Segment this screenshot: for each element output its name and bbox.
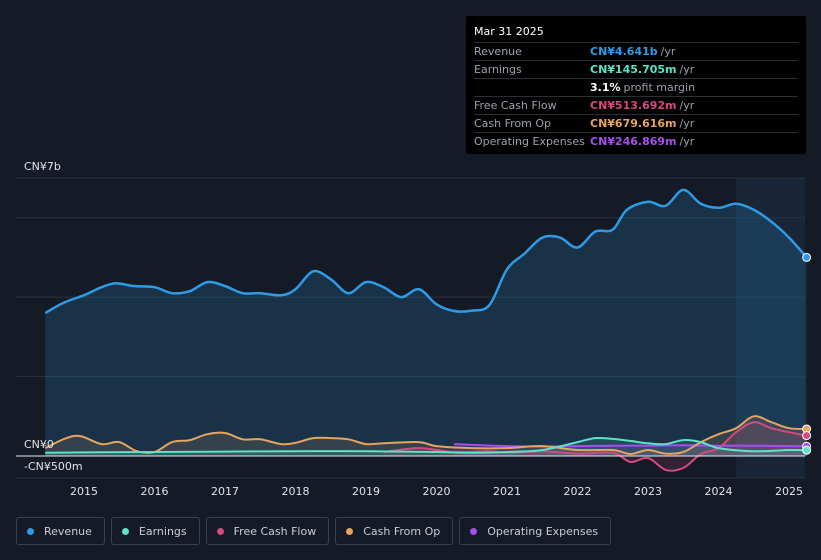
x-tick-label: 2015 bbox=[70, 485, 98, 498]
y-axis-zero-label: CN¥0 bbox=[24, 438, 54, 451]
legend-label: Cash From Op bbox=[363, 524, 441, 538]
x-axis-ticks: 2015 2016 2017 2018 2019 2020 2021 2022 2023 2024… bbox=[70, 485, 803, 498]
tooltip-row-value: 3.1% bbox=[590, 81, 621, 94]
revenue-line bbox=[44, 188, 808, 315]
tooltip-row-unit: profit margin bbox=[623, 81, 696, 94]
legend-item-earnings[interactable]: Earnings bbox=[110, 517, 200, 545]
x-tick-label: 2024 bbox=[705, 485, 733, 498]
tooltip-row-label: Cash From Op bbox=[474, 117, 552, 130]
series-endpoints bbox=[802, 252, 812, 455]
x-tick-label: 2022 bbox=[564, 485, 592, 498]
x-tick-label: 2019 bbox=[352, 485, 380, 498]
tooltip-rows: Revenue CN¥4.641b/yr Earnings CN¥145.705m/y… bbox=[474, 43, 798, 150]
legend-dot-icon bbox=[216, 527, 224, 535]
tooltip-date: Mar 31 2025 bbox=[474, 22, 798, 43]
tooltip-row-value: CN¥513.692m bbox=[590, 99, 677, 112]
tooltip-row-label: Free Cash Flow bbox=[474, 99, 557, 112]
tooltip-row: 3.1% profit margin bbox=[474, 79, 798, 97]
tooltip-row-unit: /yr bbox=[679, 63, 695, 76]
tooltip-row-unit: /yr bbox=[679, 135, 695, 148]
tooltip-row: Revenue CN¥4.641b/yr bbox=[474, 43, 798, 61]
free-cash-flow-line bbox=[383, 421, 807, 472]
hover-tooltip: Mar 31 2025 Revenue CN¥4.641b/yr Earnings C… bbox=[466, 16, 806, 154]
legend-dot-icon bbox=[121, 527, 129, 535]
tooltip-row-unit: /yr bbox=[679, 117, 695, 130]
x-tick-label: 2023 bbox=[634, 485, 662, 498]
legend-item-operating-expenses[interactable]: Operating Expenses bbox=[459, 517, 612, 545]
earnings-endpoint bbox=[802, 445, 812, 455]
tooltip-row-label: Earnings bbox=[474, 63, 522, 76]
x-tick-label: 2016 bbox=[141, 485, 169, 498]
legend-dot-icon bbox=[470, 527, 478, 535]
legend-dot-icon bbox=[27, 527, 34, 535]
y-axis-top-label: CN¥7b bbox=[24, 160, 61, 173]
free-cash-flow-endpoint bbox=[802, 431, 812, 441]
legend-label: Operating Expenses bbox=[487, 524, 599, 538]
revenue-area bbox=[45, 189, 807, 456]
cash-from-op-area bbox=[45, 416, 807, 456]
legend-label: Earnings bbox=[138, 524, 187, 538]
tooltip-row: Operating Expenses CN¥246.869m/yr bbox=[474, 133, 798, 150]
tooltip-row-label: Revenue bbox=[474, 45, 522, 58]
tooltip-row-value: CN¥679.616m bbox=[590, 117, 677, 130]
tooltip-row: Cash From Op CN¥679.616m/yr bbox=[474, 115, 798, 133]
x-tick-label: 2018 bbox=[282, 485, 310, 498]
tooltip-row-value: CN¥246.869m bbox=[590, 135, 677, 148]
tooltip-row-unit: /yr bbox=[679, 99, 695, 112]
earnings-line bbox=[45, 436, 807, 454]
operating-expenses-line bbox=[454, 443, 807, 448]
x-tick-label: 2021 bbox=[493, 485, 521, 498]
series-lines bbox=[44, 188, 808, 472]
y-axis-negative-label: -CN¥500m bbox=[24, 460, 83, 473]
tooltip-row-value: CN¥4.641b bbox=[590, 45, 658, 58]
tooltip-row: Earnings CN¥145.705m/yr bbox=[474, 61, 798, 79]
x-tick-label: 2020 bbox=[423, 485, 451, 498]
revenue-endpoint bbox=[802, 252, 812, 262]
tooltip-row: Free Cash Flow CN¥513.692m/yr bbox=[474, 97, 798, 115]
legend-dot-icon bbox=[346, 527, 354, 535]
tooltip-row-label: Operating Expenses bbox=[474, 135, 585, 148]
tooltip-row-value: CN¥145.705m bbox=[590, 63, 677, 76]
legend-label: Revenue bbox=[44, 524, 92, 538]
series-areas bbox=[45, 189, 807, 471]
legend-item-cash-from-op[interactable]: Cash From Op bbox=[335, 517, 454, 545]
grid-lines bbox=[16, 177, 805, 479]
legend-label: Free Cash Flow bbox=[233, 524, 317, 538]
chart-legend: Revenue Earnings Free Cash Flow Cash From O… bbox=[16, 517, 612, 545]
tooltip-row-unit: /yr bbox=[660, 45, 676, 58]
legend-item-revenue[interactable]: Revenue bbox=[16, 517, 105, 545]
tooltip-row-label bbox=[474, 79, 590, 96]
x-tick-label: 2017 bbox=[211, 485, 239, 498]
x-tick-label: 2025 bbox=[775, 485, 803, 498]
legend-item-free-cash-flow[interactable]: Free Cash Flow bbox=[205, 517, 330, 545]
